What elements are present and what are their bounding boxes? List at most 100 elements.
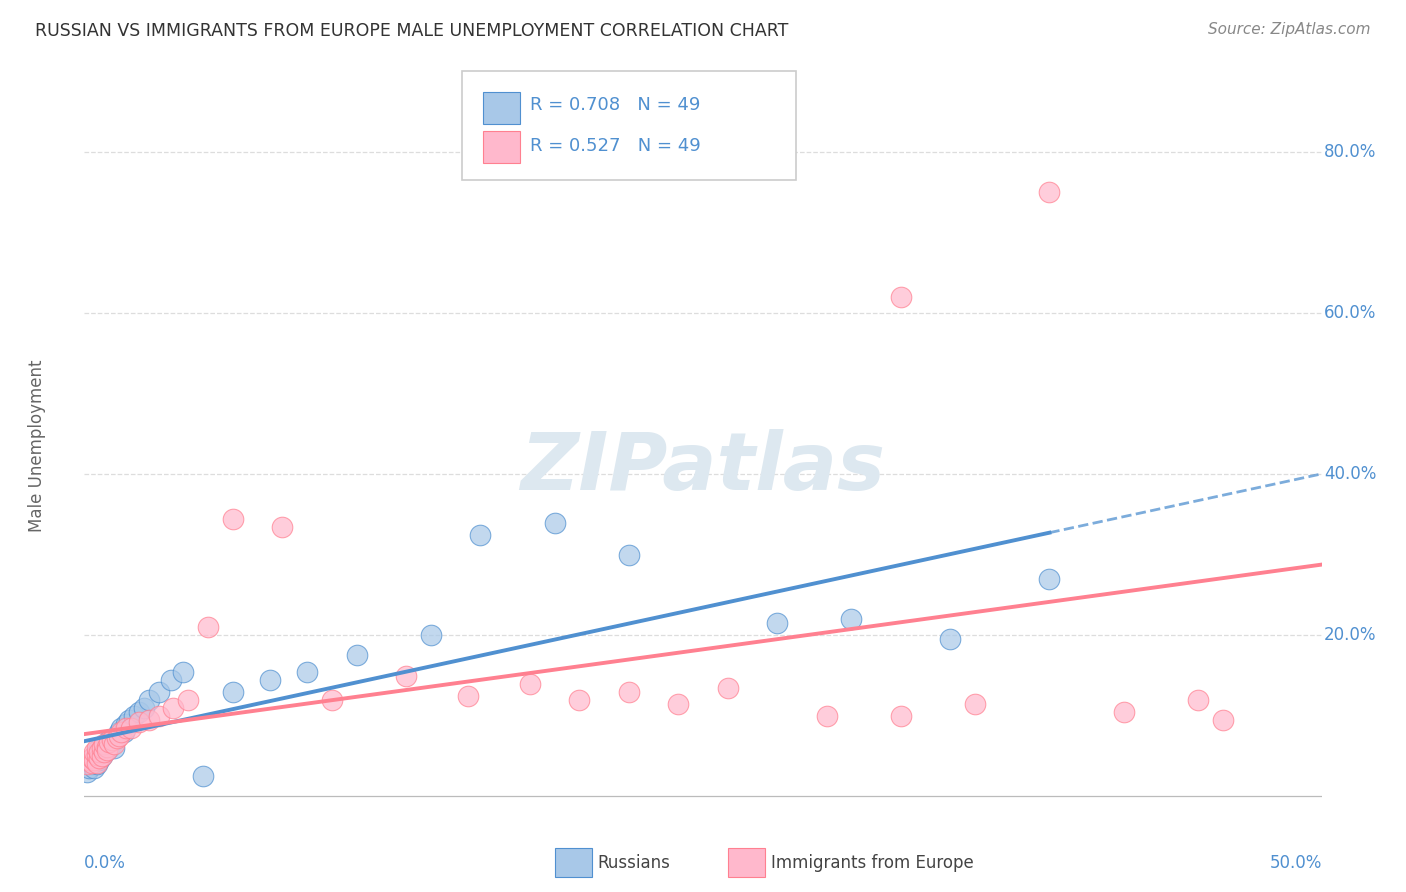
Point [79,753,101,767]
Point [617,548,640,562]
Text: Source: ZipAtlas.com: Source: ZipAtlas.com [1208,22,1371,37]
Point [222,684,245,698]
Point [83,749,105,764]
Point [118,713,141,727]
Point [80,753,103,767]
Point [148,709,170,723]
Point [271,519,294,533]
Point [321,693,343,707]
Point [96,737,118,751]
Text: Immigrants from Europe: Immigrants from Europe [770,854,974,871]
Point [100,737,122,751]
Point [83,745,105,759]
Point [86,757,108,772]
Point [86,756,108,770]
Text: 60.0%: 60.0% [1324,304,1376,322]
Point [666,697,689,711]
FancyBboxPatch shape [482,93,520,124]
Point [1212,713,1234,727]
Point [80,756,103,770]
Point [108,725,131,739]
Point [89,745,111,759]
Point [259,673,281,687]
Point [543,516,565,530]
Point [90,749,112,764]
Point [191,769,214,783]
Point [90,741,112,756]
Point [93,741,115,756]
Text: 80.0%: 80.0% [1324,143,1376,161]
Point [138,693,160,707]
Point [519,676,541,690]
Point [395,668,418,682]
Point [815,709,838,723]
Point [105,729,128,743]
Point [115,721,138,735]
Point [110,725,132,739]
Point [1187,693,1209,707]
Text: 20.0%: 20.0% [1324,626,1376,644]
Point [96,739,118,754]
Point [346,648,368,663]
Point [80,751,103,765]
Point [86,741,108,756]
Point [90,745,112,759]
Point [1112,705,1135,719]
Point [89,741,111,756]
Point [83,753,105,767]
Point [222,511,245,525]
Point [105,731,128,746]
Point [103,737,125,751]
Text: R = 0.527   N = 49: R = 0.527 N = 49 [530,137,700,155]
Point [138,713,160,727]
Point [132,701,155,715]
FancyBboxPatch shape [461,71,796,180]
Point [89,749,111,764]
Point [96,743,118,757]
Point [120,721,142,735]
Point [103,733,125,747]
Point [89,751,111,765]
Text: 50.0%: 50.0% [1270,855,1322,872]
Point [295,665,318,679]
FancyBboxPatch shape [554,848,592,877]
Point [568,693,591,707]
Point [128,715,150,730]
Point [93,745,115,759]
Point [890,709,912,723]
Point [86,745,108,759]
FancyBboxPatch shape [728,848,765,877]
Text: Male Unemployment: Male Unemployment [28,359,46,533]
Point [122,709,145,723]
Point [89,753,111,767]
Point [112,725,135,739]
Point [766,616,789,631]
Text: ZIPatlas: ZIPatlas [520,429,886,508]
Point [162,701,184,715]
Point [115,717,138,731]
Point [172,665,194,679]
Point [110,721,132,735]
Point [83,761,105,775]
Point [108,729,131,743]
Point [79,761,101,775]
Point [98,741,121,756]
Point [617,684,640,698]
Point [148,684,170,698]
Point [470,527,492,541]
Point [128,705,150,719]
Point [86,747,108,762]
Point [80,757,103,772]
Text: Russians: Russians [598,854,671,871]
Point [965,697,987,711]
Point [103,741,125,756]
Text: 0.0%: 0.0% [84,855,127,872]
Point [100,733,122,747]
Text: R = 0.708   N = 49: R = 0.708 N = 49 [530,96,700,114]
Text: 40.0%: 40.0% [1324,466,1376,483]
Point [1038,185,1060,199]
Point [93,745,115,759]
Point [419,628,441,642]
Point [939,632,962,647]
Point [76,765,98,780]
